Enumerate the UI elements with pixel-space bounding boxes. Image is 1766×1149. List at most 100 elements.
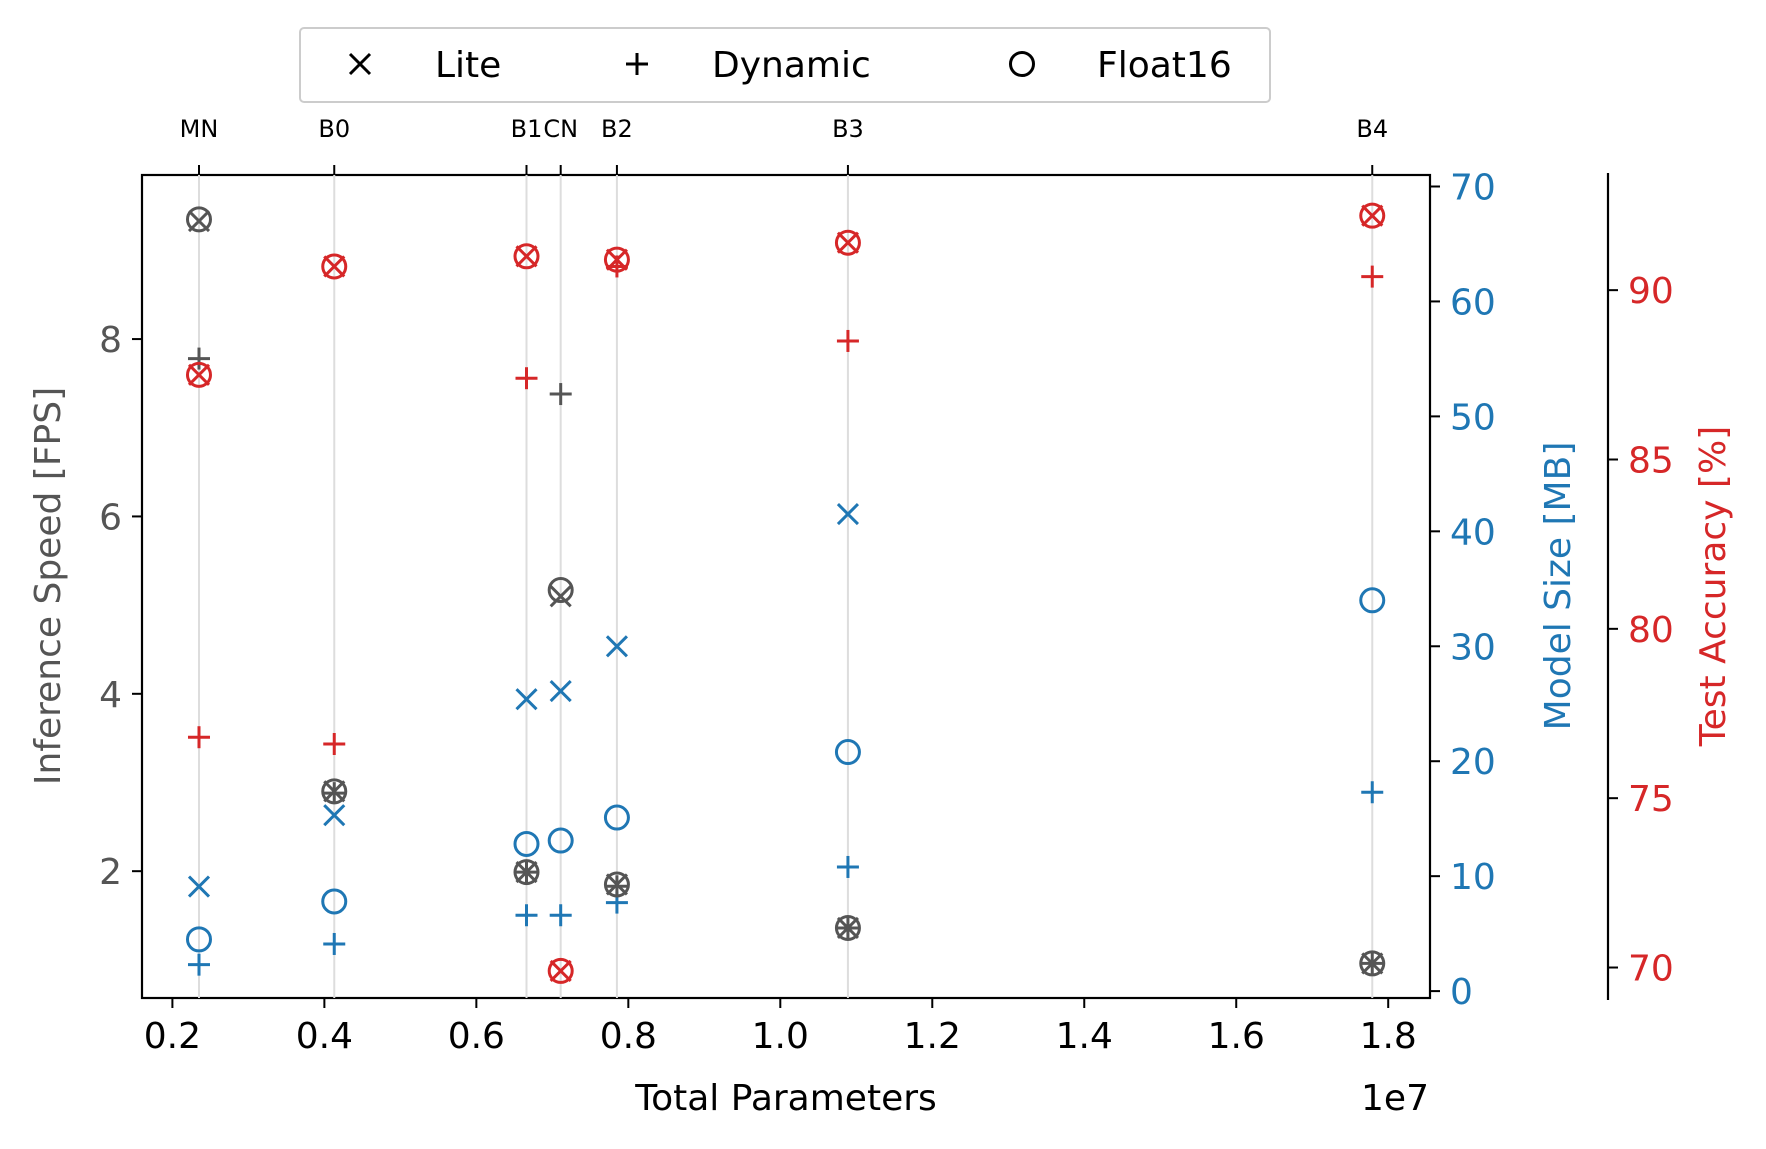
accuracy-float16-marker: [1359, 202, 1386, 229]
size-dynamic-marker: [515, 904, 538, 927]
x-tick-label: 1.4: [1056, 1016, 1113, 1057]
x-axis-label: Total Parameters: [634, 1078, 937, 1119]
accuracy-dynamic-marker: [1361, 265, 1384, 288]
size-axis-ticks: 0 10 20 30 40 50 60 70: [1430, 167, 1496, 1013]
accuracy-tick-label: 90: [1628, 271, 1674, 312]
model-label: B2: [601, 115, 633, 143]
accuracy-float16-marker: [321, 253, 348, 280]
speed-axis-label: Inference Speed [FPS]: [28, 387, 69, 785]
x-tick-label: 1.8: [1360, 1016, 1417, 1057]
accuracy-lite-marker: [515, 245, 538, 268]
size-dynamic-marker: [549, 904, 572, 927]
legend-label: Float16: [1097, 45, 1232, 86]
size-tick-label: 40: [1450, 512, 1496, 553]
x-tick-label: 0.6: [448, 1016, 505, 1057]
plot-frame: [140, 173, 1432, 1000]
model-label: MN: [180, 115, 219, 143]
size-float16-marker: [1359, 587, 1386, 614]
legend-box: [299, 27, 1271, 103]
size-tick-label: 20: [1450, 742, 1496, 783]
size-float16-marker: [603, 804, 630, 831]
size-tick-label: 70: [1450, 167, 1496, 208]
legend-label: Dynamic: [712, 45, 871, 86]
speed-dynamic-marker: [549, 383, 572, 406]
speed-float16-marker: [834, 914, 861, 941]
size-float16-marker: [547, 827, 574, 854]
speed-float16-marker: [185, 206, 212, 233]
accuracy-lite-marker: [323, 255, 346, 278]
size-float16-marker: [513, 830, 540, 857]
size-dynamic-marker: [323, 932, 346, 955]
size-lite-marker: [836, 503, 859, 526]
x-tick-label: 1.6: [1208, 1016, 1265, 1057]
size-lite-marker: [605, 635, 628, 658]
size-lite-marker: [549, 680, 572, 703]
model-guide-lines: [197, 175, 1374, 998]
model-labels: MN B0 B1 CN B2 B3 B4: [180, 115, 1388, 175]
speed-float16-marker: [321, 778, 348, 805]
x-tick-label: 0.2: [144, 1016, 201, 1057]
speed-dynamic-marker: [323, 782, 346, 805]
speed-lite-marker: [549, 585, 572, 608]
legend-label: Lite: [435, 45, 501, 86]
model-label: B3: [832, 115, 864, 143]
accuracy-dynamic-marker: [605, 255, 628, 278]
speed-float16-marker: [1359, 950, 1386, 977]
accuracy-tick-label: 80: [1628, 610, 1674, 651]
x-tick-label: 1.2: [904, 1016, 961, 1057]
speed-dynamic-marker: [187, 347, 210, 370]
size-lite-marker: [515, 688, 538, 711]
speed-tick-label: 4: [99, 675, 122, 716]
accuracy-dynamic-marker: [323, 732, 346, 755]
accuracy-tick-label: 75: [1628, 779, 1674, 820]
accuracy-axis-label: Test Accuracy [%]: [1693, 426, 1734, 747]
accuracy-dynamic-marker: [187, 726, 210, 749]
size-axis-label: Model Size [MB]: [1538, 442, 1579, 731]
accuracy-lite-marker: [836, 231, 859, 254]
speed-tick-label: 8: [99, 320, 122, 361]
model-label: B4: [1356, 115, 1388, 143]
speed-float16-marker: [513, 859, 540, 886]
speed-tick-label: 2: [99, 852, 122, 893]
size-float16-marker: [321, 888, 348, 915]
legend-marker-float16: [1009, 51, 1035, 77]
accuracy-float16-marker: [603, 246, 630, 273]
legend-marker-lite: [348, 52, 372, 76]
model-label: B0: [318, 115, 350, 143]
speed-dynamic-marker: [836, 916, 859, 939]
accuracy-lite-marker: [1361, 204, 1384, 227]
accuracy-lite-marker: [549, 959, 572, 982]
size-float16-marker: [185, 926, 212, 953]
x-tick-label: 0.8: [600, 1016, 657, 1057]
accuracy-tick-label: 85: [1628, 440, 1674, 481]
speed-float16-marker: [547, 577, 574, 604]
size-dynamic-marker: [836, 855, 859, 878]
x-tick-label: 0.4: [296, 1016, 353, 1057]
speed-dynamic-marker: [1361, 952, 1384, 975]
accuracy-float16-marker: [185, 361, 212, 388]
accuracy-float16-marker: [513, 243, 540, 270]
size-tick-label: 50: [1450, 397, 1496, 438]
accuracy-lite-marker: [187, 363, 211, 386]
size-tick-label: 0: [1450, 972, 1473, 1013]
accuracy-dynamic-marker: [515, 367, 538, 390]
speed-dynamic-marker: [515, 861, 538, 884]
accuracy-axis-ticks: 70 75 80 85 90: [1608, 271, 1674, 990]
speed-tick-label: 6: [99, 497, 122, 538]
size-lite-marker: [187, 875, 211, 898]
size-tick-label: 10: [1450, 857, 1496, 898]
legend-marker-dynamic: [626, 53, 648, 75]
x-tick-label: 1.0: [752, 1016, 809, 1057]
speed-dynamic-marker: [605, 875, 628, 898]
speed-axis-ticks: 2 4 6 8: [99, 320, 142, 893]
accuracy-float16-marker: [547, 957, 574, 984]
model-label: CN: [543, 115, 578, 143]
size-dynamic-marker: [1361, 781, 1384, 804]
size-dynamic-marker: [187, 953, 210, 976]
size-tick-label: 60: [1450, 282, 1496, 323]
x-axis-ticks: 0.2 0.4 0.6 0.8 1.0 1.2 1.4 1.6 1.8: [144, 998, 1417, 1057]
size-lite-marker: [323, 804, 346, 827]
model-label: B1: [511, 115, 543, 143]
speed-float16-marker: [603, 871, 630, 898]
